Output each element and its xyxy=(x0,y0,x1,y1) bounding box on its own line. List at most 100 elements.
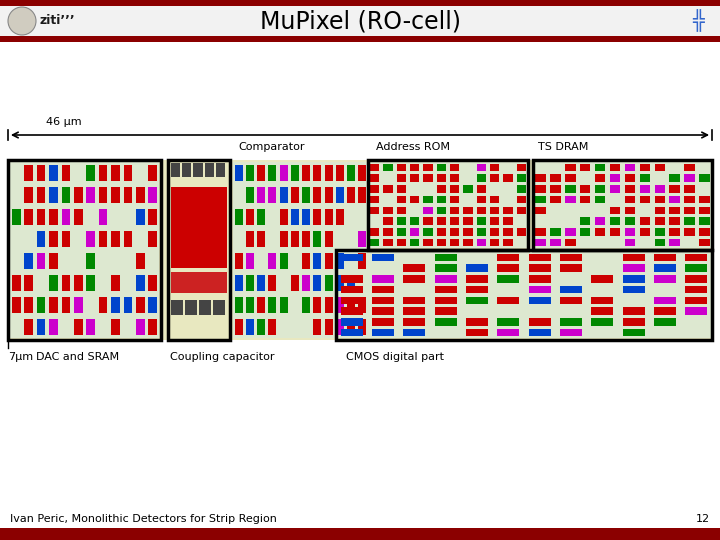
Bar xyxy=(423,196,433,204)
Bar xyxy=(654,185,665,193)
Bar xyxy=(397,174,406,182)
Bar xyxy=(291,275,299,291)
Bar xyxy=(435,296,456,304)
Bar xyxy=(410,239,419,246)
Bar xyxy=(37,298,45,313)
Bar xyxy=(670,196,680,204)
Bar xyxy=(136,253,145,269)
Bar xyxy=(213,300,225,315)
Bar xyxy=(477,196,486,204)
Bar xyxy=(86,253,95,269)
Bar xyxy=(0,0,720,42)
Bar xyxy=(503,218,513,225)
Bar xyxy=(136,319,145,335)
Bar xyxy=(450,174,459,182)
Bar xyxy=(625,218,635,225)
Bar xyxy=(580,228,590,235)
Bar xyxy=(623,254,644,261)
Bar xyxy=(359,319,366,335)
Bar xyxy=(359,231,366,247)
Bar xyxy=(528,286,551,293)
Bar xyxy=(610,164,620,171)
Bar xyxy=(699,207,710,214)
Bar xyxy=(383,228,392,235)
Bar xyxy=(148,231,157,247)
Bar xyxy=(535,239,546,246)
Bar xyxy=(450,164,459,171)
Bar xyxy=(403,275,426,282)
Bar xyxy=(99,210,107,225)
Bar xyxy=(466,286,488,293)
Text: Address ROM: Address ROM xyxy=(376,142,450,152)
Bar xyxy=(466,329,488,336)
Bar xyxy=(347,275,355,291)
Bar xyxy=(148,210,157,225)
Bar xyxy=(246,319,254,335)
Bar xyxy=(435,307,456,315)
Bar xyxy=(325,210,333,225)
Bar xyxy=(341,307,363,315)
Bar xyxy=(685,196,695,204)
Bar xyxy=(257,210,265,225)
Bar xyxy=(336,275,344,291)
Bar xyxy=(623,307,644,315)
Bar xyxy=(313,231,321,247)
Bar xyxy=(610,218,620,225)
Bar xyxy=(591,275,613,282)
Bar xyxy=(269,165,276,181)
Bar xyxy=(341,275,363,282)
Bar xyxy=(490,239,500,246)
Bar xyxy=(450,185,459,193)
Bar xyxy=(359,165,366,181)
Bar xyxy=(625,174,635,182)
Bar xyxy=(12,298,21,313)
Bar xyxy=(136,275,145,291)
Bar xyxy=(325,319,333,335)
Bar xyxy=(450,218,459,225)
Bar xyxy=(0,532,720,540)
Bar xyxy=(370,239,379,246)
Bar xyxy=(359,253,366,269)
Bar xyxy=(654,307,676,315)
Bar xyxy=(595,185,606,193)
Bar xyxy=(49,165,58,181)
Bar xyxy=(341,296,363,304)
Bar xyxy=(8,160,712,340)
Bar xyxy=(436,164,446,171)
Bar xyxy=(477,218,486,225)
Bar xyxy=(182,163,192,178)
Bar xyxy=(325,298,333,313)
Bar xyxy=(325,187,333,202)
Bar xyxy=(336,253,344,269)
Bar xyxy=(397,228,406,235)
Bar xyxy=(435,265,456,272)
Bar xyxy=(654,239,665,246)
Bar xyxy=(235,298,243,313)
Bar xyxy=(279,210,287,225)
Bar xyxy=(246,187,254,202)
Bar xyxy=(257,231,265,247)
Bar xyxy=(24,319,33,335)
Bar xyxy=(279,298,287,313)
Bar xyxy=(370,228,379,235)
Bar xyxy=(403,296,426,304)
Bar xyxy=(74,187,83,202)
Text: 12: 12 xyxy=(696,514,710,524)
Bar xyxy=(464,218,472,225)
Bar xyxy=(257,165,265,181)
Bar xyxy=(625,239,635,246)
Bar xyxy=(61,210,71,225)
Bar xyxy=(436,218,446,225)
Bar xyxy=(24,275,33,291)
Bar xyxy=(466,275,488,282)
Bar xyxy=(625,207,635,214)
Bar xyxy=(12,275,21,291)
Bar xyxy=(410,196,419,204)
Bar xyxy=(639,185,650,193)
Bar xyxy=(257,275,265,291)
Bar xyxy=(383,239,392,246)
Bar xyxy=(397,164,406,171)
Bar xyxy=(171,300,183,315)
Bar xyxy=(410,164,419,171)
Bar xyxy=(466,296,488,304)
